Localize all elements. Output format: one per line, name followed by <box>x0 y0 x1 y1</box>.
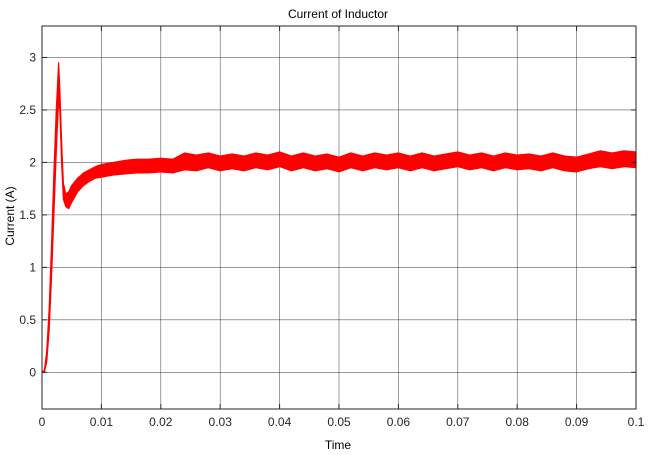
x-tick-label: 0.1 <box>628 415 645 429</box>
y-axis-ticks: 0 0.5 1 1.5 2 2.5 3 <box>19 50 636 379</box>
plot-area: 0 0.01 0.02 0.03 0.04 0.05 0.06 0.07 0.08 0.09 0.1… <box>19 25 645 429</box>
chart-title: Current of Inductor <box>288 7 388 21</box>
x-tick-label: 0.04 <box>268 415 292 429</box>
x-tick-label: 0.02 <box>149 415 173 429</box>
x-axis-ticks: 0 0.01 0.02 0.03 0.04 0.05 0.06 0.07 0.08 0.09 0.1 <box>39 26 645 429</box>
y-tick-label: 0.5 <box>19 313 36 327</box>
x-tick-label: 0.06 <box>387 415 411 429</box>
y-tick-label: 2 <box>29 155 36 169</box>
y-tick-label: 0 <box>29 365 36 379</box>
x-tick-label: 0.05 <box>327 415 351 429</box>
y-tick-label: 3 <box>29 50 36 64</box>
y-tick-label: 2.5 <box>19 103 36 117</box>
x-tick-label: 0.08 <box>506 415 530 429</box>
y-axis-label: Current (A) <box>3 186 17 245</box>
x-tick-label: 0.01 <box>90 415 114 429</box>
x-tick-label: 0.03 <box>209 415 233 429</box>
x-axis-label: Time <box>325 438 352 452</box>
x-tick-label: 0.07 <box>446 415 470 429</box>
x-tick-label: 0.09 <box>565 415 589 429</box>
y-tick-label: 1 <box>29 260 36 274</box>
y-tick-label: 1.5 <box>19 208 36 222</box>
x-tick-label: 0 <box>39 415 46 429</box>
